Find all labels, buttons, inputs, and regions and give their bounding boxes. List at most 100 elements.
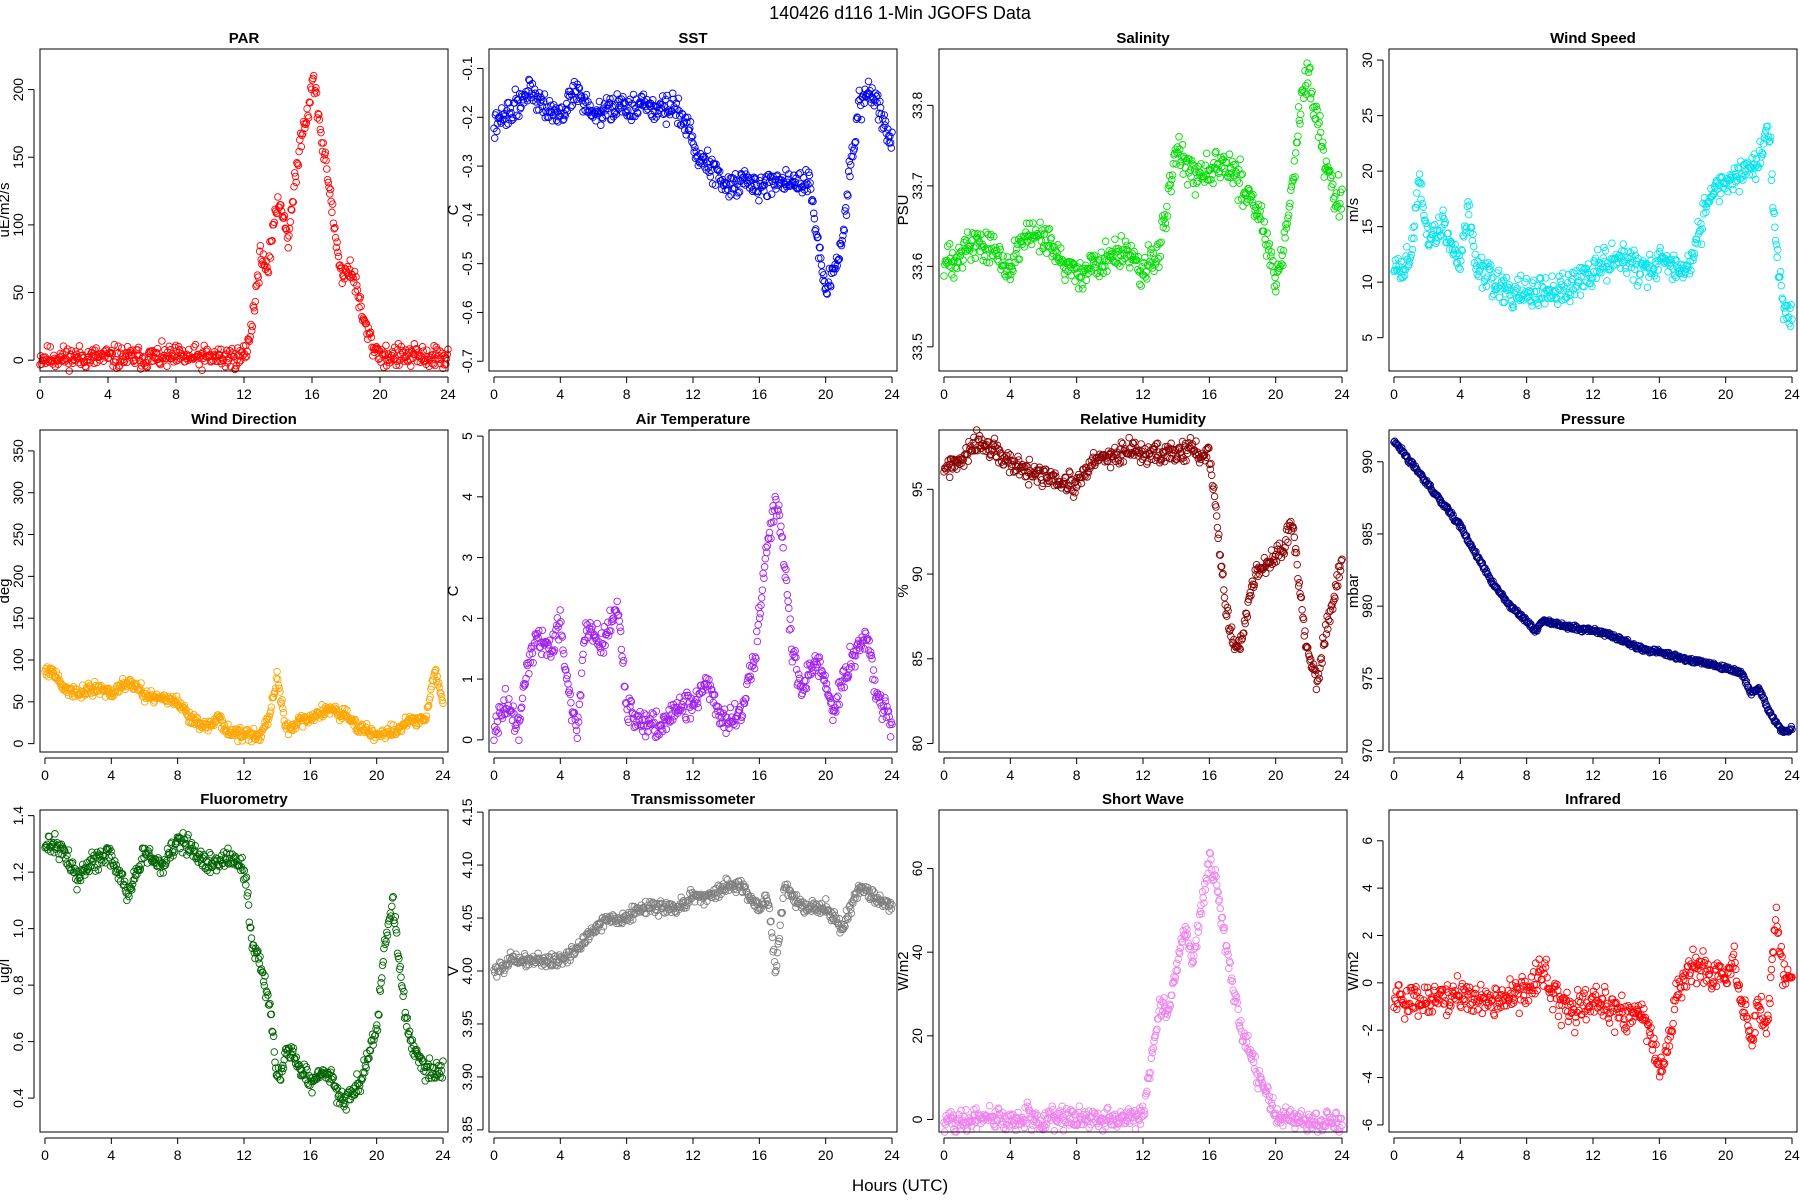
data-point — [425, 701, 433, 710]
data-point — [1281, 234, 1289, 242]
data-point — [1143, 275, 1151, 283]
data-point — [1183, 181, 1192, 189]
data-point — [1122, 245, 1131, 254]
data-point — [294, 161, 303, 170]
data-point — [557, 618, 565, 626]
data-point — [308, 76, 316, 84]
data-point — [851, 663, 859, 671]
data-point — [804, 670, 812, 679]
data-point — [351, 715, 360, 724]
data-point — [827, 282, 835, 291]
data-point — [1061, 473, 1069, 482]
data-point — [1005, 458, 1013, 467]
data-point — [316, 125, 325, 134]
y-tick-label: 300 — [10, 481, 26, 505]
data-point — [1257, 202, 1266, 210]
data-point — [1645, 250, 1654, 259]
data-point — [1690, 253, 1698, 262]
data-point — [1127, 443, 1136, 451]
data-point — [809, 209, 818, 218]
data-point — [1469, 230, 1477, 238]
data-point — [834, 256, 842, 265]
data-point — [426, 693, 434, 701]
data-point — [990, 434, 999, 443]
data-point — [1015, 255, 1024, 264]
data-point — [126, 676, 135, 684]
data-point — [1242, 610, 1251, 618]
data-point — [360, 316, 368, 324]
data-point — [1311, 670, 1319, 679]
data-point — [1550, 286, 1558, 295]
data-point — [804, 168, 813, 176]
data-point — [886, 139, 895, 147]
data-point — [734, 189, 742, 197]
data-point — [970, 433, 978, 442]
data-point — [115, 363, 123, 371]
data-point — [526, 81, 535, 89]
data-point — [970, 447, 979, 455]
data-point — [1293, 560, 1301, 569]
data-point — [505, 99, 513, 107]
x-tick-label: 12 — [236, 386, 252, 402]
data-point — [830, 707, 839, 715]
data-point — [1189, 179, 1197, 188]
data-point — [1178, 141, 1187, 149]
data-point — [1698, 225, 1707, 233]
data-point — [846, 172, 854, 181]
data-point — [718, 719, 727, 727]
data-point — [356, 293, 365, 301]
data-point — [968, 447, 977, 455]
data-point — [844, 671, 853, 680]
data-point — [1240, 629, 1248, 637]
x-tick-label: 4 — [1456, 386, 1464, 402]
data-point — [1033, 478, 1042, 486]
data-point — [714, 166, 723, 175]
data-point — [950, 274, 958, 282]
data-point — [273, 667, 281, 676]
data-point — [1025, 455, 1034, 464]
data-point — [559, 646, 567, 654]
data-point — [1210, 492, 1219, 501]
data-point — [514, 713, 522, 722]
data-point — [650, 718, 658, 727]
data-point — [1209, 179, 1217, 188]
data-point — [597, 629, 606, 637]
data-point — [617, 645, 626, 654]
data-point — [1175, 444, 1184, 453]
plot-frame — [39, 429, 449, 753]
data-point — [1582, 264, 1590, 273]
data-point — [1219, 569, 1227, 578]
data-point — [1220, 586, 1228, 594]
data-point — [634, 109, 642, 117]
data-point — [239, 351, 247, 360]
y-tick-label: -0.5 — [459, 251, 475, 275]
data-point — [501, 684, 510, 693]
data-point — [1082, 276, 1091, 284]
data-point — [293, 160, 302, 168]
data-point — [1689, 256, 1697, 265]
x-tick-label: 12 — [685, 767, 701, 783]
x-tick-label: 24 — [884, 386, 900, 402]
data-point — [691, 143, 699, 152]
data-point — [432, 676, 441, 685]
data-point — [1117, 438, 1126, 446]
data-point — [763, 192, 772, 201]
data-point — [821, 671, 829, 680]
data-point — [1577, 273, 1586, 281]
data-point — [1003, 457, 1012, 465]
data-point — [730, 720, 738, 728]
data-point — [829, 268, 838, 277]
data-point — [994, 445, 1002, 453]
data-point — [1784, 302, 1792, 310]
data-point — [772, 185, 780, 193]
data-point — [588, 623, 596, 631]
x-axis: 0 4 8 12 16 20 24 — [490, 757, 900, 783]
data-point — [855, 86, 864, 95]
data-point — [1287, 182, 1296, 191]
data-point — [245, 337, 254, 345]
data-point — [815, 653, 824, 661]
data-point — [1118, 439, 1127, 448]
data-point — [601, 641, 609, 650]
data-point — [1291, 545, 1300, 553]
data-point — [1292, 548, 1301, 557]
